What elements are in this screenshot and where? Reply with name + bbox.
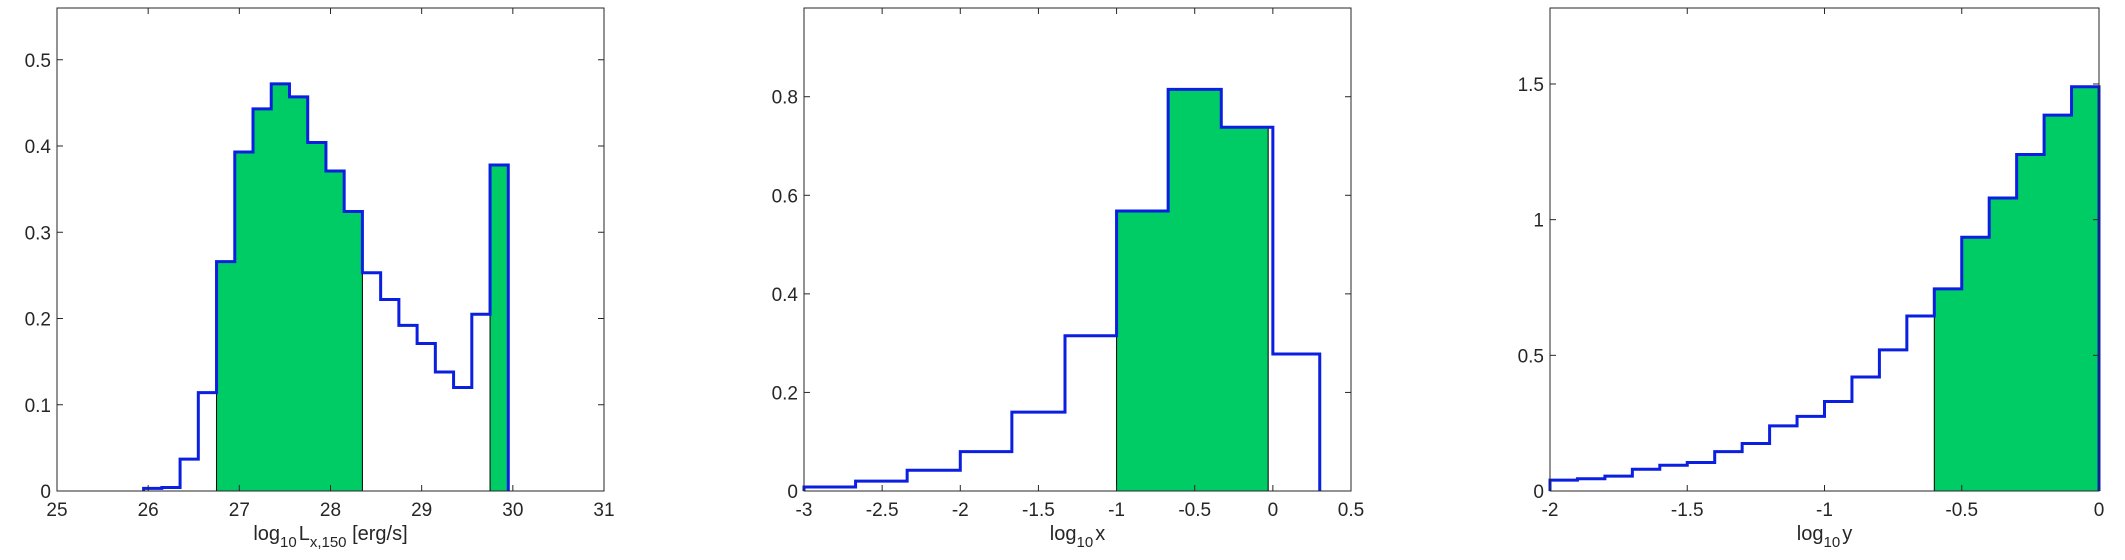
x-tick-label: -2 <box>1542 500 1559 521</box>
y-tick-label: 0 <box>787 482 798 503</box>
y-tick-label: 0.4 <box>772 285 799 306</box>
histogram-bin <box>1605 476 1632 491</box>
histogram-bin <box>1907 316 1934 491</box>
filled-region <box>1116 88 1269 492</box>
x-tick-label: 31 <box>593 500 614 521</box>
histogram-outline <box>1548 85 2101 491</box>
axes-box <box>803 7 1352 492</box>
histogram-bin <box>907 470 960 491</box>
histogram-bin <box>1797 416 1824 491</box>
x-tick-label: 29 <box>411 500 432 521</box>
chart-panel-3: -2 -1.5 -1 -0.5 0 0 0.5 1 1.5 log10 y <box>1518 7 2105 551</box>
histogram-bin <box>362 273 380 491</box>
x-tick-label: 28 <box>320 500 341 521</box>
histogram-bin <box>960 452 1012 491</box>
histogram-outline <box>802 87 1322 491</box>
x-tick-label: -3 <box>796 500 813 521</box>
y-tick-label: 1 <box>1533 211 1544 232</box>
y-tick-label: 0.2 <box>25 310 51 331</box>
histogram-bin <box>1825 401 1852 491</box>
x-tick-label: -1.5 <box>1022 500 1055 521</box>
histogram-bin <box>1879 350 1906 491</box>
x-axis-label: log10 y <box>1797 523 1852 551</box>
histogram-outline <box>142 82 510 491</box>
y-tick-label: 0.5 <box>25 51 51 72</box>
y-tick-label: 0 <box>40 482 51 503</box>
filled-region <box>216 83 363 492</box>
chart-panel-1: 25 26 27 28 29 30 31 0 0.1 0.2 0.3 0.4 0.5 log10 Lx,15… <box>25 7 615 551</box>
x-tick-label: -1 <box>1108 500 1125 521</box>
chart-panel-2: -3 -2.5 -2 -1.5 -1 -0.5 0 0.5 0 0.2 0.4 0.6 0.8 log10… <box>772 7 1364 551</box>
y-tick-label: 0.5 <box>1518 346 1544 367</box>
histogram-bin <box>435 372 453 491</box>
x-tick-label: 26 <box>138 500 159 521</box>
x-tick-label: 0.5 <box>1338 500 1364 521</box>
y-tick-label: 0.1 <box>25 396 51 417</box>
x-tick-label: -0.5 <box>1945 500 1978 521</box>
histogram-bin <box>1012 412 1065 491</box>
x-tick-label: -1.5 <box>1671 500 1704 521</box>
x-tick-label: -2 <box>952 500 969 521</box>
x-axis-label: log10 Lx,150 [erg/s] <box>253 523 407 551</box>
x-tick-label: 0 <box>1268 500 1279 521</box>
x-tick-label: 0 <box>2094 500 2105 521</box>
y-tick-label: 0.4 <box>25 137 52 158</box>
histogram-bin <box>1770 426 1797 491</box>
histogram-bin <box>1577 479 1604 491</box>
histogram-bin <box>1550 480 1577 491</box>
histogram-bin <box>1852 377 1879 491</box>
x-axis-label: log10 x <box>1050 523 1105 551</box>
histogram-bin <box>1715 452 1742 491</box>
x-tick-label: 27 <box>229 500 250 521</box>
histogram-bin <box>1660 465 1687 491</box>
x-tick-label: 30 <box>502 500 523 521</box>
x-tick-label: 25 <box>46 500 67 521</box>
x-tick-label: -2.5 <box>866 500 899 521</box>
histogram-bin <box>1632 469 1659 491</box>
histogram-bin <box>1273 354 1320 491</box>
histogram-bin <box>381 300 399 491</box>
histogram-bin <box>399 325 417 491</box>
y-tick-label: 0.2 <box>772 383 798 404</box>
histogram-bin <box>1065 336 1117 491</box>
histogram-bin <box>472 314 490 491</box>
histogram-bin <box>454 388 472 492</box>
histogram-bin <box>1742 444 1769 491</box>
filled-region <box>489 164 509 492</box>
x-tick-label: -0.5 <box>1178 500 1211 521</box>
histogram-bin <box>417 344 435 491</box>
y-tick-label: 0.6 <box>772 186 798 207</box>
y-tick-label: 0 <box>1533 482 1544 503</box>
histogram-bin <box>1687 463 1714 491</box>
x-tick-label: -1 <box>1816 500 1833 521</box>
y-tick-label: 0.3 <box>25 223 51 244</box>
histogram-bin <box>180 459 198 491</box>
y-tick-label: 0.8 <box>772 88 798 109</box>
histogram-bin <box>198 393 216 491</box>
y-tick-label: 1.5 <box>1518 75 1544 96</box>
